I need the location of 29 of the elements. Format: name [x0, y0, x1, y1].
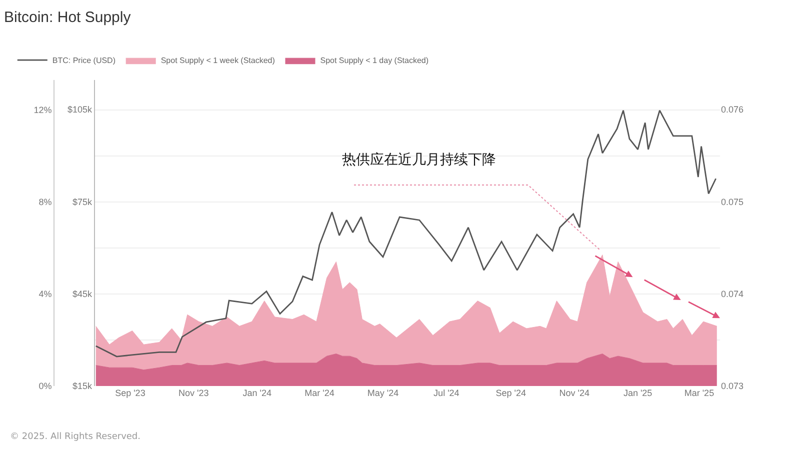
y-tick-label: 0%: [38, 381, 52, 392]
y-tick-label: 12%: [34, 105, 52, 116]
legend-label: BTC: Price (USD): [52, 56, 116, 66]
y3-tick-label: 0.075: [721, 196, 744, 207]
x-tick-label: Mar '25: [684, 388, 714, 398]
y2-tick-label: $15k: [72, 381, 93, 392]
legend-label: Spot Supply < 1 week (Stacked): [160, 56, 276, 66]
x-tick-label: Jan '25: [623, 388, 652, 398]
y-tick-label: 8%: [38, 197, 52, 208]
chart-title: Bitcoin: Hot Supply: [4, 8, 132, 26]
x-tick-label: Nov '24: [559, 388, 590, 398]
x-tick-label: Mar '24: [304, 388, 334, 398]
line-series: [95, 110, 717, 358]
y3-tick-label: 0.076: [721, 104, 744, 115]
x-tick-label: Sep '23: [115, 388, 146, 398]
x-tick-label: Sep '24: [496, 388, 526, 398]
x-tick-label: May '24: [367, 388, 399, 398]
legend-label: Spot Supply < 1 day (Stacked): [320, 56, 429, 66]
y3-tick-label: 0.074: [721, 288, 744, 299]
text: © 2025. All Rights Reserved.: [10, 432, 141, 442]
x-tick-label: Jul '24: [434, 388, 460, 398]
y3-tick-label: 0.073: [721, 381, 744, 392]
annotation: 热供应在近几月持续下降: [342, 152, 496, 168]
y2-tick-label: $75k: [72, 196, 93, 207]
x-tick-label: Nov '23: [178, 388, 209, 398]
x-tick-label: Jan '24: [242, 388, 272, 398]
y2-tick-label: $105k: [68, 104, 93, 115]
y2-tick-label: $45k: [72, 288, 93, 299]
y-tick-label: 4%: [38, 289, 52, 300]
